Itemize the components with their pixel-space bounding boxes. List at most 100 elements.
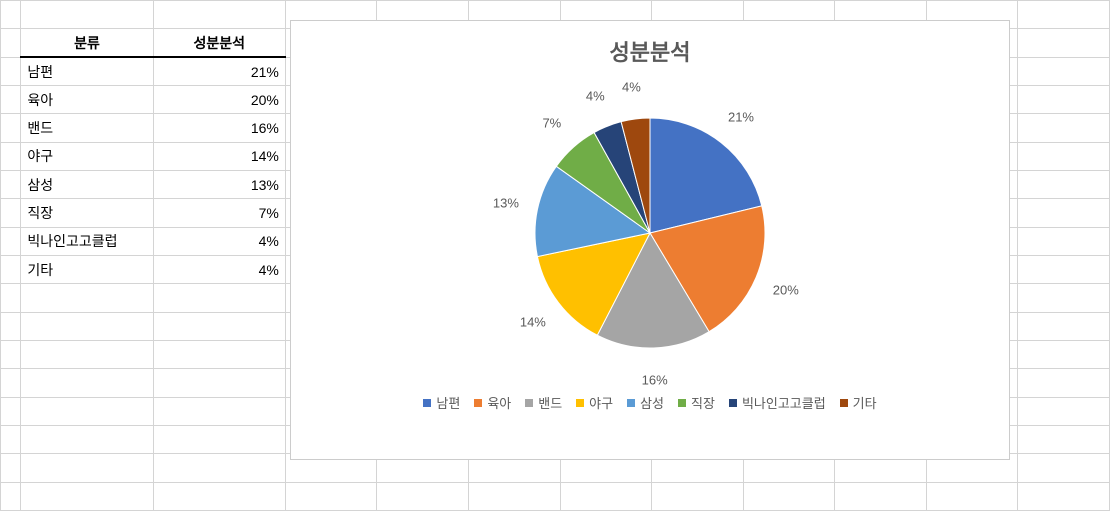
cell-empty[interactable] (1018, 482, 1110, 510)
cell-empty[interactable] (1018, 170, 1110, 198)
cell-empty[interactable] (1, 85, 21, 113)
table-row-value[interactable]: 7% (153, 199, 285, 227)
chart-legend: 남편육아밴드야구삼성직장빅나인고고클럽기타 (291, 393, 1009, 426)
cell-empty[interactable] (153, 425, 285, 453)
cell-empty[interactable] (1, 312, 21, 340)
cell-empty[interactable] (1018, 57, 1110, 85)
cell-empty[interactable] (1, 284, 21, 312)
cell-empty[interactable] (1, 255, 21, 283)
cell-empty[interactable] (1018, 199, 1110, 227)
cell-empty[interactable] (1, 454, 21, 482)
table-row-category[interactable]: 육아 (21, 85, 153, 113)
chart-title: 성분분석 (291, 21, 1009, 73)
cell-empty[interactable] (21, 454, 153, 482)
legend-item: 빅나인고고클럽 (729, 393, 826, 412)
cell-empty[interactable] (153, 284, 285, 312)
cell-empty[interactable] (1, 425, 21, 453)
pie-slice-label: 7% (542, 116, 561, 131)
cell-empty[interactable] (21, 397, 153, 425)
table-row-category[interactable]: 빅나인고고클럽 (21, 227, 153, 255)
cell-empty[interactable] (153, 312, 285, 340)
cell-empty[interactable] (153, 1, 285, 29)
cell-empty[interactable] (153, 454, 285, 482)
cell-empty[interactable] (1018, 454, 1110, 482)
cell-empty[interactable] (1, 142, 21, 170)
table-row-value[interactable]: 20% (153, 85, 285, 113)
cell-empty[interactable] (1018, 397, 1110, 425)
cell-empty[interactable] (21, 425, 153, 453)
cell-empty[interactable] (285, 482, 377, 510)
cell-empty[interactable] (1, 114, 21, 142)
legend-swatch (729, 399, 737, 407)
cell-empty[interactable] (1, 369, 21, 397)
legend-label: 야구 (589, 393, 613, 412)
table-row-category[interactable]: 삼성 (21, 170, 153, 198)
legend-label: 빅나인고고클럽 (742, 393, 826, 412)
pie-slice-label: 4% (622, 79, 641, 94)
cell-empty[interactable] (1018, 85, 1110, 113)
cell-empty[interactable] (377, 482, 469, 510)
cell-empty[interactable] (1, 199, 21, 227)
legend-label: 육아 (487, 393, 511, 412)
table-row-value[interactable]: 21% (153, 57, 285, 85)
table-row-value[interactable]: 16% (153, 114, 285, 142)
cell-empty[interactable] (743, 482, 835, 510)
cell-empty[interactable] (1018, 312, 1110, 340)
cell-empty[interactable] (835, 482, 927, 510)
cell-empty[interactable] (1018, 255, 1110, 283)
cell-empty[interactable] (1, 482, 21, 510)
table-row-value[interactable]: 14% (153, 142, 285, 170)
cell-empty[interactable] (21, 1, 153, 29)
table-row-value[interactable]: 4% (153, 255, 285, 283)
cell-empty[interactable] (1018, 425, 1110, 453)
legend-label: 남편 (436, 393, 460, 412)
cell-empty[interactable] (560, 482, 652, 510)
table-row-category[interactable]: 밴드 (21, 114, 153, 142)
cell-empty[interactable] (1018, 227, 1110, 255)
pie-area: 21%20%16%14%13%7%4%4% (291, 73, 1009, 393)
table-row-category[interactable]: 남편 (21, 57, 153, 85)
legend-swatch (474, 399, 482, 407)
cell-empty[interactable] (1, 227, 21, 255)
cell-empty[interactable] (1018, 114, 1110, 142)
cell-empty[interactable] (1018, 29, 1110, 57)
cell-empty[interactable] (1, 57, 21, 85)
cell-empty[interactable] (1018, 340, 1110, 368)
cell-empty[interactable] (1018, 369, 1110, 397)
cell-empty[interactable] (21, 482, 153, 510)
cell-empty[interactable] (1, 170, 21, 198)
cell-empty[interactable] (652, 482, 744, 510)
table-header-category[interactable]: 분류 (21, 29, 153, 57)
cell-empty[interactable] (1, 1, 21, 29)
cell-empty[interactable] (469, 482, 561, 510)
cell-empty[interactable] (1, 340, 21, 368)
table-row-value[interactable]: 13% (153, 170, 285, 198)
cell-empty[interactable] (21, 312, 153, 340)
cell-empty[interactable] (21, 340, 153, 368)
table-row-value[interactable]: 4% (153, 227, 285, 255)
cell-empty[interactable] (1, 397, 21, 425)
cell-empty[interactable] (1018, 1, 1110, 29)
cell-empty[interactable] (153, 369, 285, 397)
pie-slice-label: 21% (728, 110, 754, 125)
table-row-category[interactable]: 야구 (21, 142, 153, 170)
chart-container[interactable]: 성분분석 21%20%16%14%13%7%4%4% 남편육아밴드야구삼성직장빅… (290, 20, 1010, 460)
table-row-category[interactable]: 직장 (21, 199, 153, 227)
cell-empty[interactable] (153, 482, 285, 510)
cell-empty[interactable] (1018, 284, 1110, 312)
cell-empty[interactable] (1018, 142, 1110, 170)
cell-empty[interactable] (21, 284, 153, 312)
cell-empty[interactable] (153, 397, 285, 425)
cell-empty[interactable] (926, 482, 1018, 510)
cell-empty[interactable] (1, 29, 21, 57)
legend-swatch (678, 399, 686, 407)
cell-empty[interactable] (21, 369, 153, 397)
table-header-value[interactable]: 성분분석 (153, 29, 285, 57)
legend-swatch (627, 399, 635, 407)
pie-slice-label: 14% (520, 315, 546, 330)
legend-swatch (423, 399, 431, 407)
legend-item: 남편 (423, 393, 460, 412)
table-row-category[interactable]: 기타 (21, 255, 153, 283)
legend-label: 기타 (853, 393, 877, 412)
cell-empty[interactable] (153, 340, 285, 368)
